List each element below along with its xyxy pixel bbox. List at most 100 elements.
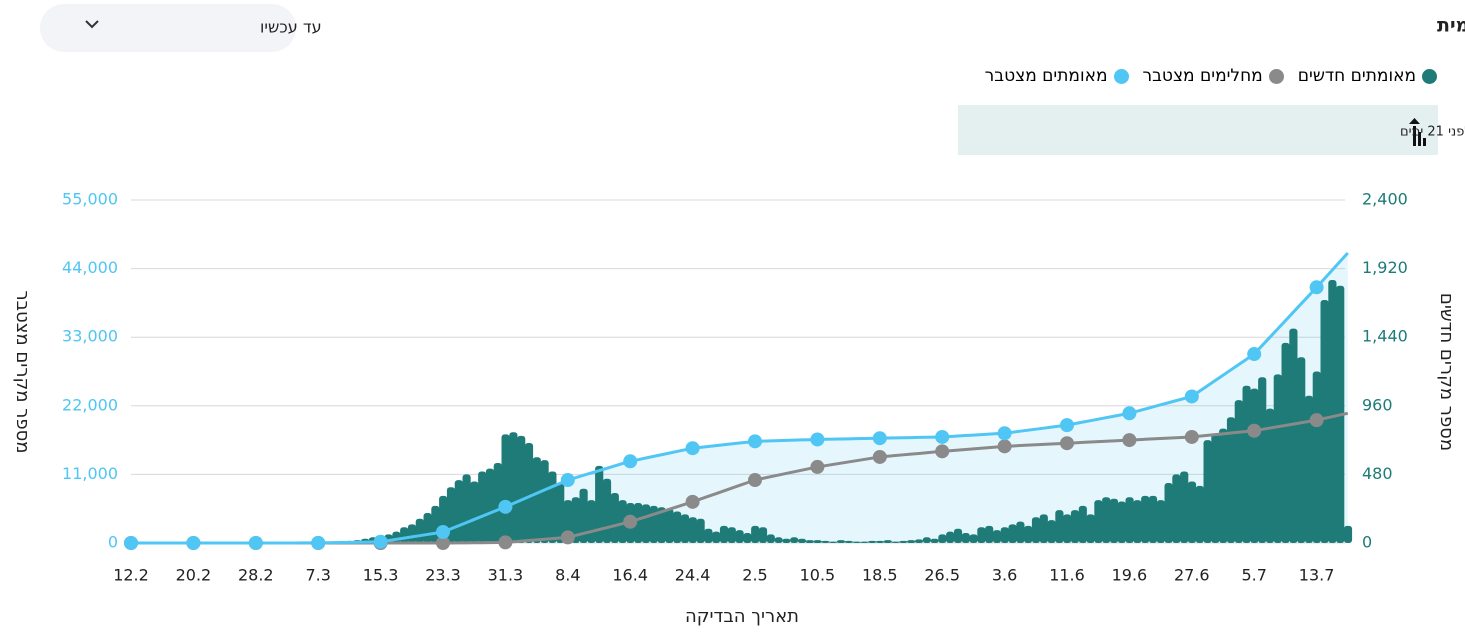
note-icon bbox=[1409, 118, 1426, 146]
y2-tick-label: 1,920 bbox=[1362, 258, 1408, 277]
bar bbox=[407, 524, 417, 543]
point bbox=[1184, 389, 1199, 404]
point bbox=[997, 426, 1012, 441]
point bbox=[872, 449, 887, 464]
bar bbox=[751, 525, 760, 543]
x-tick-label: 28.2 bbox=[238, 566, 274, 585]
bar bbox=[1258, 377, 1267, 543]
bar bbox=[743, 532, 752, 543]
bar bbox=[961, 532, 970, 543]
point bbox=[436, 536, 450, 550]
point bbox=[685, 494, 700, 509]
bar bbox=[1203, 440, 1212, 543]
y-tick-label: 44,000 bbox=[62, 258, 118, 277]
bar bbox=[1195, 485, 1204, 543]
title: עקומה אפידמית bbox=[1437, 15, 1465, 37]
bar bbox=[641, 504, 651, 543]
legend-label: מחלימים מצטבר bbox=[1142, 66, 1263, 86]
x-tick-label: 20.2 bbox=[176, 566, 212, 585]
x-tick-label: 8.4 bbox=[555, 566, 580, 585]
y2-tick-label: 1,440 bbox=[1362, 327, 1408, 346]
bar bbox=[1125, 497, 1134, 543]
x-tick-label: 27.6 bbox=[1174, 566, 1210, 585]
bar bbox=[946, 531, 955, 543]
bar bbox=[1226, 417, 1236, 543]
bar bbox=[634, 502, 643, 543]
bar bbox=[790, 537, 799, 543]
y-tick-label: 55,000 bbox=[62, 190, 118, 209]
bar bbox=[1211, 434, 1220, 543]
bar bbox=[595, 465, 604, 543]
bar bbox=[1055, 510, 1064, 543]
y2-tick-label: 480 bbox=[1362, 464, 1393, 483]
x-tick-label: 18.5 bbox=[862, 566, 898, 585]
bar bbox=[922, 537, 931, 543]
bar bbox=[509, 432, 518, 543]
dropdown[interactable] bbox=[40, 4, 296, 52]
bar bbox=[1343, 525, 1353, 543]
x-tick-label: 5.7 bbox=[1241, 566, 1266, 585]
bar bbox=[1117, 501, 1126, 543]
bar bbox=[680, 514, 690, 543]
y2-axis-label: מספר מקרים חדשים bbox=[1436, 293, 1457, 451]
bar bbox=[977, 527, 986, 543]
bar bbox=[548, 471, 557, 543]
bar bbox=[1109, 498, 1119, 543]
bar bbox=[1180, 471, 1189, 543]
point bbox=[872, 431, 887, 446]
dropdown-label[interactable]: עד עכשיו bbox=[260, 18, 322, 37]
x-tick-label: 19.6 bbox=[1112, 566, 1148, 585]
bar bbox=[782, 538, 791, 543]
point bbox=[1122, 406, 1137, 421]
bar bbox=[1078, 505, 1087, 543]
bar bbox=[400, 527, 409, 543]
point bbox=[248, 536, 263, 550]
point bbox=[311, 535, 326, 550]
point bbox=[186, 536, 201, 550]
x-tick-label: 23.3 bbox=[425, 566, 461, 585]
legend-label: מאומתים חדשים bbox=[1297, 66, 1416, 86]
legend-item[interactable]: מאומתים מצטבר bbox=[985, 66, 1129, 86]
bar bbox=[478, 471, 487, 543]
bar bbox=[649, 505, 658, 543]
bar bbox=[517, 435, 526, 543]
point bbox=[498, 535, 513, 550]
point bbox=[560, 530, 575, 545]
bar bbox=[1234, 400, 1243, 543]
point bbox=[498, 499, 513, 514]
x-tick-label: 16.4 bbox=[612, 566, 648, 585]
point bbox=[748, 473, 762, 488]
x-tick-label: 13.7 bbox=[1299, 566, 1335, 585]
legend-swatch bbox=[1422, 68, 1437, 84]
legend-item[interactable]: מחלימים מצטבר bbox=[1143, 66, 1284, 86]
bar bbox=[485, 468, 495, 543]
bar bbox=[938, 534, 947, 543]
bar bbox=[1016, 521, 1025, 543]
bar bbox=[1242, 385, 1251, 543]
bar bbox=[602, 478, 612, 543]
bar bbox=[696, 518, 705, 543]
bar bbox=[727, 527, 736, 543]
x-tick-label: 15.3 bbox=[363, 566, 399, 585]
bar bbox=[1273, 374, 1282, 543]
bar bbox=[1156, 500, 1165, 543]
point bbox=[1060, 436, 1074, 451]
bar bbox=[1265, 408, 1275, 543]
point bbox=[1247, 423, 1262, 438]
x-tick-label: 3.6 bbox=[992, 566, 1017, 585]
legend-item[interactable]: מאומתים חדשים bbox=[1298, 66, 1437, 86]
bar bbox=[774, 537, 783, 543]
x-tick-label: 10.5 bbox=[800, 566, 836, 585]
bar bbox=[1328, 280, 1337, 543]
point bbox=[1122, 433, 1137, 448]
bar bbox=[992, 530, 1002, 543]
bar bbox=[719, 525, 729, 543]
area-fill bbox=[131, 253, 1348, 543]
y2-tick-label: 2,400 bbox=[1362, 190, 1408, 209]
bar bbox=[914, 539, 924, 543]
point bbox=[748, 434, 762, 449]
bar bbox=[899, 540, 908, 543]
legend-label: מאומתים מצטבר bbox=[984, 66, 1108, 86]
